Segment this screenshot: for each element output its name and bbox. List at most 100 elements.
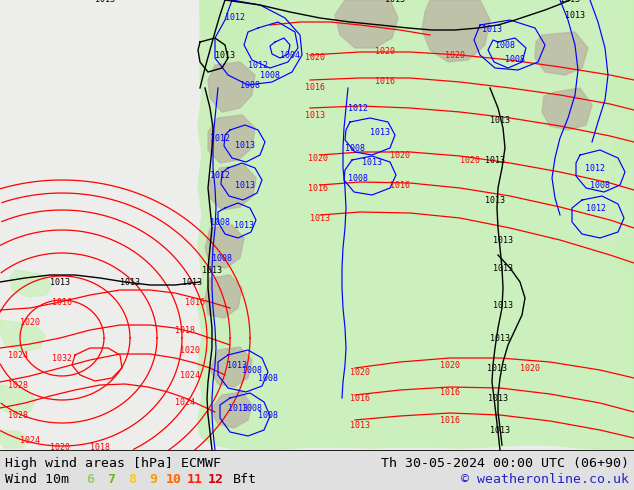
Text: 1012: 1012 [225,14,245,23]
Text: 1013: 1013 [560,0,580,4]
Text: 1013: 1013 [95,0,115,4]
Polygon shape [535,32,588,75]
Text: 1013: 1013 [493,264,513,272]
Text: 1020: 1020 [445,50,465,59]
Text: 1013: 1013 [182,277,202,287]
Text: 1013: 1013 [235,180,255,190]
Text: Th 30-05-2024 00:00 UTC (06+90): Th 30-05-2024 00:00 UTC (06+90) [381,457,629,469]
Text: 1008: 1008 [240,80,260,90]
Text: 1008: 1008 [348,173,368,182]
Bar [0,450,634,490]
Text: 1024: 1024 [180,370,200,379]
Text: 1013: 1013 [305,111,325,120]
Text: © weatheronline.co.uk: © weatheronline.co.uk [461,472,629,486]
Text: 1020: 1020 [440,361,460,369]
Text: 12: 12 [208,472,224,486]
Text: 1013: 1013 [493,236,513,245]
Text: 1008: 1008 [345,144,365,152]
Text: 1016: 1016 [375,77,395,87]
Text: 8: 8 [128,472,136,486]
Text: 1013: 1013 [50,277,70,287]
Text: 1012: 1012 [210,133,230,143]
Text: 1008: 1008 [495,41,515,49]
Text: 1013: 1013 [490,334,510,343]
Polygon shape [198,0,634,450]
Text: 1008: 1008 [258,411,278,419]
Text: 1008: 1008 [242,366,262,374]
Text: 1018: 1018 [90,442,110,451]
Polygon shape [200,0,268,70]
Text: 7: 7 [107,472,115,486]
Text: 1013: 1013 [370,127,390,137]
Polygon shape [335,0,398,48]
Text: 1020: 1020 [375,48,395,56]
Text: 1028: 1028 [8,381,28,390]
Text: 9: 9 [149,472,157,486]
Text: 1012: 1012 [210,171,230,179]
Polygon shape [542,88,592,130]
Text: 1020: 1020 [180,345,200,354]
Text: 1012: 1012 [585,164,605,172]
Text: 1013: 1013 [485,196,505,204]
Text: 1020: 1020 [308,153,328,163]
Polygon shape [0,385,35,415]
Text: 1028: 1028 [8,411,28,419]
Text: 1016: 1016 [185,297,205,307]
Text: 1008: 1008 [242,403,262,413]
Text: 1020: 1020 [390,150,410,160]
Text: 1013: 1013 [565,10,585,20]
Text: 1016: 1016 [390,180,410,190]
Text: 1013: 1013 [490,116,510,124]
Text: 1008: 1008 [590,180,610,190]
Text: 1008: 1008 [212,253,232,263]
Text: 1013: 1013 [362,157,382,167]
Text: 1013: 1013 [235,141,255,149]
Text: 1020: 1020 [460,155,480,165]
Text: Wind 10m: Wind 10m [5,472,69,486]
Text: 1018: 1018 [175,325,195,335]
Text: 1032: 1032 [52,353,72,363]
Polygon shape [610,135,634,170]
Text: 1020: 1020 [20,318,40,326]
Polygon shape [205,275,242,318]
Polygon shape [615,238,634,272]
Text: 1020: 1020 [350,368,370,376]
Text: 1020: 1020 [305,53,325,63]
Polygon shape [208,115,255,163]
Text: 1013: 1013 [215,50,235,59]
Polygon shape [210,347,252,387]
Text: 1013: 1013 [228,403,248,413]
Text: 1008: 1008 [210,218,230,226]
Polygon shape [210,392,252,428]
Text: 1012: 1012 [248,60,268,70]
Text: 1013: 1013 [490,425,510,435]
Text: 1008: 1008 [258,373,278,383]
Polygon shape [205,225,244,268]
Text: 1016: 1016 [350,393,370,402]
Text: 1016: 1016 [308,183,328,193]
Text: 1016: 1016 [440,388,460,396]
Text: 1013: 1013 [493,300,513,310]
Text: 1013: 1013 [202,266,222,274]
Text: 1013: 1013 [310,214,330,222]
Text: 1008: 1008 [505,55,525,65]
Text: 1013: 1013 [485,155,505,165]
Text: 1013: 1013 [488,393,508,402]
Text: 1020: 1020 [50,442,70,451]
Text: Bft: Bft [233,472,257,486]
Text: 1016: 1016 [52,297,72,307]
Text: 1013: 1013 [120,277,140,287]
Polygon shape [600,75,634,112]
Text: 1013: 1013 [487,364,507,372]
Text: 1013: 1013 [350,420,370,430]
Text: 1024: 1024 [8,350,28,360]
Text: 1016: 1016 [440,416,460,424]
Text: 1013: 1013 [234,220,254,229]
Text: 1008: 1008 [260,71,280,79]
Text: 1013: 1013 [227,361,247,369]
Polygon shape [0,430,28,448]
Polygon shape [10,270,52,297]
Text: 11: 11 [187,472,203,486]
Polygon shape [0,320,45,352]
Text: 1012: 1012 [586,203,606,213]
